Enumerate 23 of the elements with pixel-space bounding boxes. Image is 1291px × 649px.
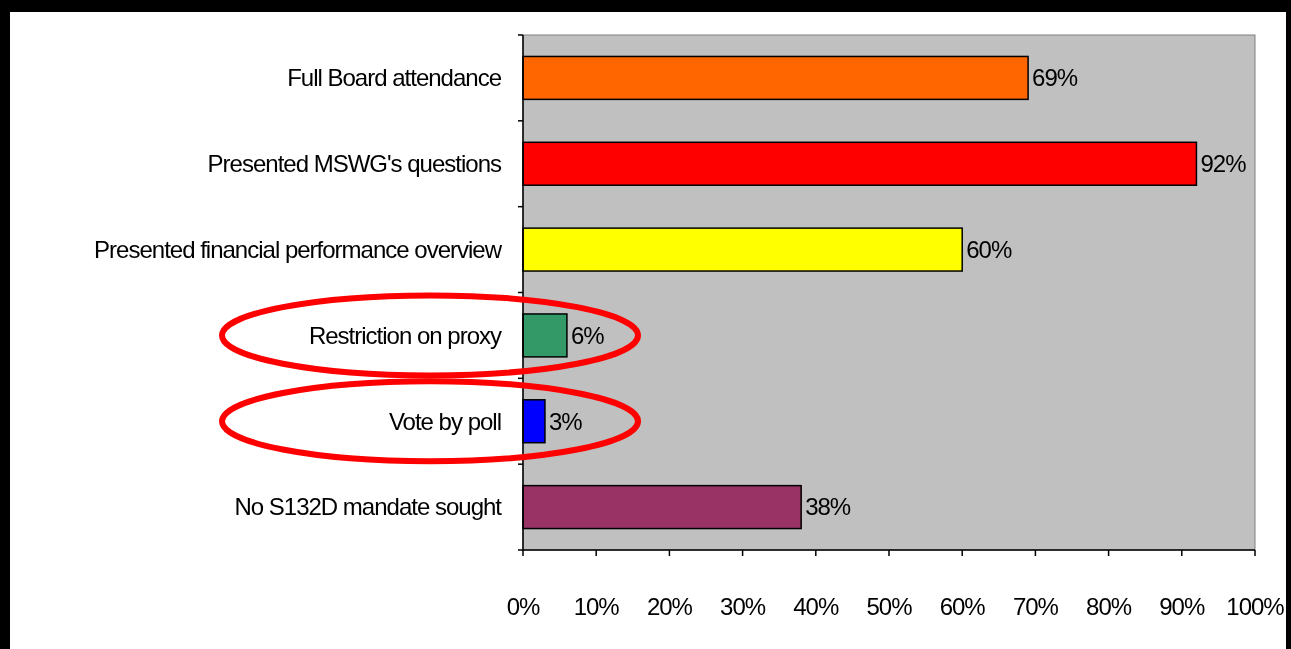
x-tick-label: 90% [1159, 593, 1205, 621]
x-tick-label: 100% [1226, 593, 1285, 621]
y-tick-label: Presented financial performance overview [94, 235, 503, 263]
data-label: 60% [966, 235, 1012, 263]
data-label: 6% [570, 321, 605, 349]
data-label: 69% [1032, 64, 1078, 92]
y-tick-label: Vote by poll [388, 407, 501, 435]
x-tick-label: 60% [939, 593, 986, 621]
x-tick-label: 70% [1012, 593, 1059, 621]
x-tick-label: 40% [793, 593, 839, 621]
data-label: 3% [548, 407, 583, 435]
y-tick-label: Restriction on proxy [308, 321, 502, 349]
y-tick-label: Presented MSWG's questions [207, 150, 502, 178]
x-tick-label: 30% [720, 593, 766, 621]
y-tick-label: No S132D mandate sought [234, 493, 503, 521]
x-tick-label: 0% [506, 593, 540, 621]
x-tick-label: 10% [573, 593, 620, 621]
data-label: 38% [805, 493, 851, 521]
data-label: 92% [1200, 150, 1247, 178]
x-tick-label: 80% [1086, 593, 1132, 621]
x-tick-label: 20% [646, 593, 693, 621]
x-tick-label: 50% [866, 593, 913, 621]
y-tick-label: Full Board attendance [287, 64, 502, 92]
